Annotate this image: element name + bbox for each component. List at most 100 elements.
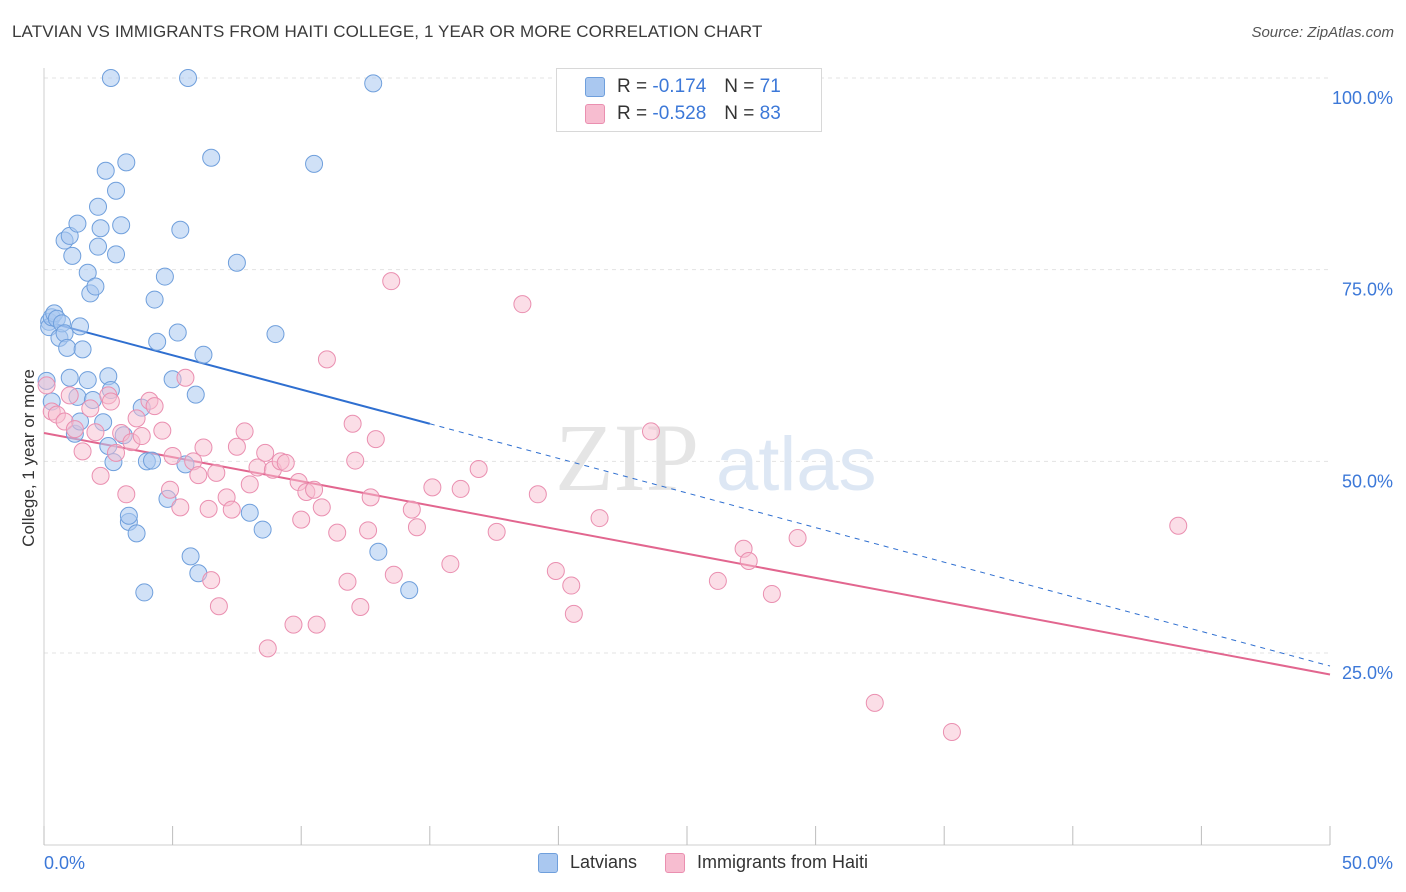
haiti-point xyxy=(641,422,660,441)
series-legend: Latvians Immigrants from Haiti xyxy=(0,852,1406,873)
y-tick-label: 25.0% xyxy=(1342,663,1393,683)
haiti-point xyxy=(276,453,295,472)
stats-legend: R = -0.174 N = 71 R = -0.528 N = 83 xyxy=(556,68,822,132)
latvian-point xyxy=(96,161,115,180)
latvian-point xyxy=(78,371,97,390)
stats-row-latvians: R = -0.174 N = 71 xyxy=(585,74,781,100)
haiti-point xyxy=(81,399,100,418)
latvians-swatch xyxy=(585,77,605,97)
haiti-point xyxy=(117,485,136,504)
latvian-point xyxy=(148,332,167,351)
latvian-point xyxy=(86,277,105,296)
haiti-point xyxy=(305,480,324,499)
haiti-point xyxy=(202,571,221,590)
legend-label: Immigrants from Haiti xyxy=(697,852,869,872)
latvian-point xyxy=(58,338,77,357)
latvian-point xyxy=(186,385,205,404)
legend-item-haiti[interactable]: Immigrants from Haiti xyxy=(665,852,868,873)
latvian-point xyxy=(369,542,388,561)
haiti-point xyxy=(382,272,401,291)
haiti-point xyxy=(328,523,347,542)
haiti-point xyxy=(73,442,92,461)
source-credit: Source: ZipAtlas.com xyxy=(1251,24,1394,41)
haiti-point xyxy=(101,392,120,411)
haiti-point xyxy=(199,499,218,518)
haiti-point xyxy=(37,376,56,395)
latvian-point xyxy=(364,74,383,93)
haiti-point xyxy=(171,498,190,517)
x-tick-label: 0.0% xyxy=(44,853,85,873)
gridlines xyxy=(44,77,1330,654)
haiti-point xyxy=(258,639,277,658)
latvians-trend-line xyxy=(43,320,431,425)
latvian-point xyxy=(266,325,285,344)
haiti-point xyxy=(163,446,182,465)
axes xyxy=(43,68,1331,846)
latvian-point xyxy=(305,154,324,173)
haiti-point xyxy=(292,510,311,529)
latvian-point xyxy=(135,583,154,602)
watermark-zip: ZIP xyxy=(555,404,699,511)
latvian-point xyxy=(400,581,419,600)
legend-item-latvians[interactable]: Latvians xyxy=(537,852,637,873)
haiti-point xyxy=(788,529,807,547)
latvian-point xyxy=(181,547,200,566)
latvian-point xyxy=(60,368,79,387)
latvian-point xyxy=(240,503,259,522)
haiti-point xyxy=(407,518,426,537)
latvian-point xyxy=(78,263,97,282)
latvian-point xyxy=(91,219,110,238)
haiti-swatch xyxy=(585,104,605,124)
haiti-point xyxy=(161,480,180,499)
haiti-point xyxy=(127,409,146,428)
latvian-point xyxy=(107,181,126,200)
latvian-point xyxy=(145,290,164,309)
latvian-point xyxy=(179,69,198,87)
haiti-point xyxy=(451,479,470,498)
r-label: R = xyxy=(617,103,648,124)
tick-labels: 25.0% 50.0% 75.0% 100.0% 0.0% 50.0% xyxy=(44,88,1393,873)
n-label: N = xyxy=(724,76,755,97)
r-value: -0.528 xyxy=(652,103,707,124)
haiti-point xyxy=(343,414,362,433)
haiti-point xyxy=(564,604,583,623)
n-value: 71 xyxy=(759,76,781,97)
latvian-point xyxy=(89,197,108,216)
haiti-point xyxy=(562,576,581,595)
y-tick-label: 75.0% xyxy=(1342,280,1393,300)
haiti-point xyxy=(384,565,403,584)
haiti-point xyxy=(209,597,228,616)
stats-row-haiti: R = -0.528 N = 83 xyxy=(585,101,781,127)
latvian-point xyxy=(89,237,108,256)
haiti-point xyxy=(207,463,226,482)
haiti-point xyxy=(240,475,259,494)
haiti-point xyxy=(546,561,565,580)
haiti-point xyxy=(361,488,380,507)
haiti-point xyxy=(338,572,357,591)
haiti-point xyxy=(351,598,370,616)
haiti-point xyxy=(317,350,336,369)
haiti-point xyxy=(194,438,213,457)
haiti-point xyxy=(189,466,208,485)
latvian-point xyxy=(194,345,213,364)
haiti-legend-swatch xyxy=(665,852,685,873)
n-label: N = xyxy=(724,103,755,124)
haiti-point xyxy=(60,386,79,405)
haiti-point xyxy=(487,522,506,541)
haiti-point xyxy=(107,443,126,462)
haiti-point xyxy=(307,615,326,634)
latvian-point xyxy=(101,69,120,87)
r-label: R = xyxy=(617,76,648,97)
haiti-point xyxy=(346,451,365,470)
haiti-point xyxy=(256,443,275,462)
haiti-point xyxy=(469,460,488,478)
haiti-point xyxy=(312,498,331,517)
chart-title: LATVIAN VS IMMIGRANTS FROM HAITI COLLEGE… xyxy=(12,22,763,41)
haiti-point xyxy=(227,437,246,456)
latvian-point xyxy=(155,267,174,286)
watermark: ZIP atlas xyxy=(555,404,877,511)
haiti-point xyxy=(423,478,442,497)
haiti-point xyxy=(65,420,84,439)
y-tick-label: 50.0% xyxy=(1342,471,1393,491)
x-tick-label: 50.0% xyxy=(1342,853,1393,873)
